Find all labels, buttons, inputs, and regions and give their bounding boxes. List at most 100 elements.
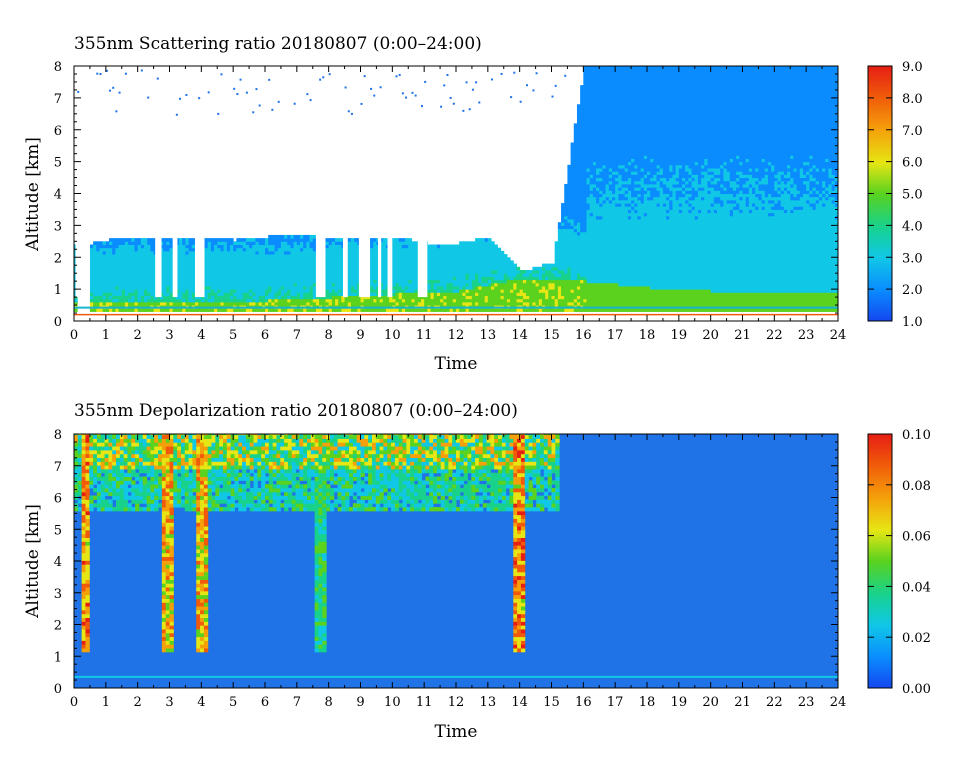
heatmap-cell [611, 132, 616, 137]
heatmap-cell [446, 301, 451, 306]
heatmap-cell [175, 292, 180, 296]
heatmap-cell [300, 234, 304, 239]
heatmap-cell [280, 257, 285, 261]
heatmap-cell [621, 295, 626, 300]
heatmap-cell [105, 69, 108, 72]
heatmap-cell [522, 270, 527, 274]
heatmap-cell [277, 263, 282, 268]
heatmap-cell [99, 298, 104, 303]
heatmap-cell [618, 260, 623, 265]
heatmap-cell [99, 279, 104, 284]
heatmap-cell [446, 289, 451, 293]
heatmap-cell [624, 107, 629, 112]
heatmap-cell [564, 203, 568, 207]
heatmap-cell [214, 282, 218, 287]
heatmap-cell [204, 263, 209, 268]
heatmap-cell [580, 129, 584, 134]
heatmap-cell [535, 282, 540, 287]
heatmap-cell [427, 273, 432, 277]
heatmap-cell [306, 266, 311, 271]
heatmap-cell [624, 161, 629, 166]
heatmap-cell [255, 289, 260, 293]
heatmap-cell [328, 73, 331, 76]
heatmap-cell [242, 279, 247, 284]
heatmap-cell [220, 247, 225, 252]
heatmap-cell [494, 244, 498, 249]
heatmap-cell [478, 285, 482, 290]
heatmap-cell [592, 199, 597, 204]
heatmap-cell [519, 289, 524, 293]
heatmap-cell [583, 123, 588, 128]
heatmap-cell [105, 244, 110, 249]
heatmap-cell [608, 257, 613, 261]
heatmap-cell [306, 301, 311, 306]
heatmap-cell [274, 289, 279, 293]
heatmap-cell [255, 292, 260, 296]
heatmap-cell [217, 112, 220, 115]
heatmap-cell [147, 308, 151, 312]
heatmap-cell [611, 225, 616, 230]
heatmap-cell [500, 257, 505, 261]
heatmap-cell [484, 244, 489, 249]
heatmap-cell [191, 292, 196, 296]
heatmap-cell [503, 285, 508, 290]
heatmap-cell [207, 285, 212, 290]
heatmap-cell [239, 260, 244, 265]
heatmap-cell [599, 104, 603, 108]
heatmap-cell [510, 266, 514, 271]
heatmap-cell [401, 247, 406, 252]
heatmap-cell [484, 292, 489, 296]
heatmap-cell [631, 136, 635, 140]
heatmap-cell [602, 196, 607, 201]
heatmap-cell [627, 180, 632, 185]
heatmap-cell [328, 263, 333, 268]
heatmap-cell [586, 158, 591, 163]
heatmap-cell [405, 276, 409, 281]
heatmap-cell [210, 263, 215, 268]
heatmap-cell [605, 75, 610, 80]
heatmap-cell [140, 241, 145, 245]
heatmap-cell [611, 228, 616, 233]
heatmap-cell [102, 266, 107, 271]
heatmap-cell [500, 279, 505, 284]
heatmap-cell [280, 289, 285, 293]
heatmap-cell [583, 101, 588, 105]
heatmap-cell [468, 266, 473, 271]
heatmap-cell [573, 295, 578, 300]
heatmap-cell [624, 289, 629, 293]
heatmap-cell [586, 228, 591, 233]
heatmap-cell [631, 231, 635, 236]
heatmap-cell [471, 260, 476, 265]
heatmap-cell [583, 187, 588, 191]
heatmap-cell [586, 129, 591, 134]
heatmap-cell [621, 257, 626, 261]
heatmap-cell [436, 244, 441, 249]
heatmap-cell [596, 75, 600, 80]
heatmap-cell [255, 266, 260, 271]
heatmap-cell [583, 199, 588, 204]
heatmap-cell [185, 266, 190, 271]
heatmap-cell [427, 292, 432, 296]
heatmap-cell [589, 183, 594, 188]
heatmap-cell [557, 250, 562, 255]
heatmap-cell [576, 110, 581, 115]
heatmap-cell [433, 244, 438, 249]
heatmap-cell [277, 279, 282, 284]
heatmap-cell [290, 276, 295, 281]
heatmap-cell [605, 158, 610, 163]
heatmap-cell [350, 238, 355, 242]
heatmap-cell [424, 80, 427, 83]
heatmap-cell [252, 238, 256, 242]
heatmap-cell [182, 301, 186, 306]
heatmap-cell [245, 250, 250, 255]
heatmap-cell [325, 244, 330, 249]
heatmap-cell [99, 254, 104, 258]
heatmap-cell [573, 254, 578, 258]
heatmap-cell [456, 276, 460, 281]
heatmap-cell [303, 298, 307, 303]
heatmap-cell [255, 282, 260, 287]
heatmap-cell [608, 199, 613, 204]
heatmap-cell [414, 241, 419, 245]
heatmap-cell [621, 279, 626, 284]
heatmap-cell [296, 254, 301, 258]
